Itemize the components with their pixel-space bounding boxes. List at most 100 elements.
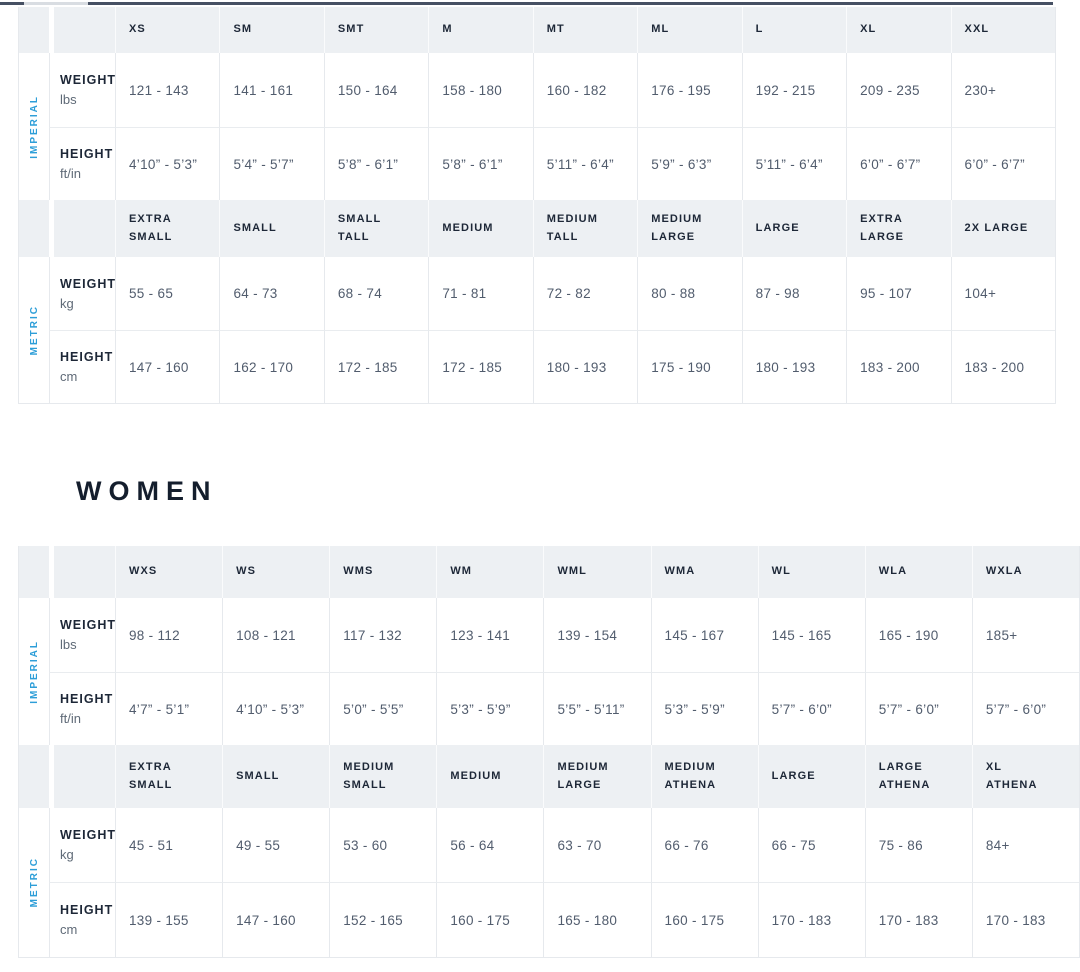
women-size-table: WXS WS WMS WM WML WMA WL WLA WXLA IMPERIAL WEIGHT l… bbox=[18, 546, 1080, 958]
size-header-label: SMALL TALL bbox=[337, 212, 382, 243]
size-header-label: EXTRA SMALL bbox=[129, 760, 173, 791]
value-cell: 5’3” - 5’9” bbox=[436, 672, 544, 745]
value-cell: 158 - 180 bbox=[428, 53, 532, 127]
value-cell: 165 - 190 bbox=[864, 598, 972, 672]
size-header-cell: XL ATHENA bbox=[971, 745, 1079, 808]
value-cell: 66 - 75 bbox=[757, 808, 865, 882]
value-cell: 45 - 51 bbox=[115, 808, 222, 882]
size-header-label: WMA bbox=[664, 565, 696, 578]
size-header-label: XL ATHENA bbox=[985, 760, 1038, 791]
value-cell: 170 - 183 bbox=[971, 882, 1079, 957]
value-cell: 147 - 160 bbox=[222, 882, 330, 957]
size-header-cell: 2X LARGE bbox=[950, 200, 1055, 257]
size-header-cell: XL bbox=[846, 7, 951, 53]
row-label-cell: HEIGHT ft/in bbox=[49, 127, 115, 200]
row-label-cell: WEIGHT lbs bbox=[49, 598, 115, 672]
size-header-label: XL bbox=[860, 23, 877, 36]
size-header-label: L bbox=[755, 23, 764, 36]
size-header-label: EXTRA SMALL bbox=[129, 212, 173, 243]
value-cell: 5’0” - 5’5” bbox=[329, 672, 437, 745]
value-cell: 5’11” - 6’4” bbox=[532, 127, 638, 200]
size-header-cell: MEDIUM bbox=[436, 745, 544, 808]
value-cell: 117 - 132 bbox=[329, 598, 436, 672]
value-cell: 63 - 70 bbox=[543, 808, 650, 882]
size-header-label: 2X LARGE bbox=[964, 221, 1029, 234]
imperial-side-label: IMPERIAL bbox=[28, 639, 40, 704]
value-cell: 64 - 73 bbox=[219, 257, 323, 330]
row-label-cell: HEIGHT cm bbox=[49, 882, 115, 957]
size-header-cell: LARGE bbox=[757, 745, 865, 808]
header-gutter-cell bbox=[19, 546, 49, 598]
size-header-label: SMALL bbox=[236, 769, 280, 782]
size-header-label: MEDIUM LARGE bbox=[557, 760, 609, 791]
value-cell: 6’0” - 6’7” bbox=[950, 127, 1055, 200]
size-header-label: M bbox=[442, 23, 453, 36]
row-label-cell: WEIGHT kg bbox=[49, 257, 115, 330]
size-header-cell: MEDIUM LARGE bbox=[543, 745, 651, 808]
size-header-cell: SMALL bbox=[219, 200, 324, 257]
value-cell: 104+ bbox=[950, 257, 1055, 330]
value-cell: 162 - 170 bbox=[219, 330, 324, 403]
size-header-cell: LARGE bbox=[741, 200, 847, 257]
size-header-cell: MEDIUM bbox=[428, 200, 533, 257]
size-header-cell: SMT bbox=[323, 7, 429, 53]
size-header-label: XXL bbox=[964, 23, 990, 36]
value-cell: 185+ bbox=[971, 598, 1079, 672]
value-cell: 84+ bbox=[971, 808, 1079, 882]
size-header-label: LARGE bbox=[755, 221, 800, 234]
size-header-cell: EXTRA SMALL bbox=[115, 745, 223, 808]
value-cell: 5’11” - 6’4” bbox=[741, 127, 847, 200]
size-header-cell: WXLA bbox=[971, 546, 1079, 598]
value-cell: 5’7” - 6’0” bbox=[971, 672, 1079, 745]
unit-label: cm bbox=[60, 922, 78, 937]
size-header-cell: WLA bbox=[864, 546, 972, 598]
unit-label: ft/in bbox=[60, 166, 81, 181]
value-cell: 4’10” - 5’3” bbox=[115, 127, 220, 200]
value-cell: 66 - 76 bbox=[650, 808, 758, 882]
size-header-cell: M bbox=[428, 7, 533, 53]
size-header-label: MEDIUM bbox=[450, 769, 502, 782]
size-header-cell: WXS bbox=[115, 546, 223, 598]
header-label-spacer-cell bbox=[49, 7, 115, 53]
metric-side-label: METRIC bbox=[28, 304, 40, 356]
size-header-cell: XS bbox=[115, 7, 220, 53]
unit-system-cell: IMPERIAL bbox=[19, 53, 49, 200]
value-cell: 160 - 175 bbox=[436, 882, 544, 957]
value-cell: 183 - 200 bbox=[950, 330, 1055, 403]
size-header-cell: MT bbox=[532, 7, 638, 53]
unit-label: kg bbox=[60, 847, 74, 862]
value-cell: 123 - 141 bbox=[436, 598, 543, 672]
size-header-label: WM bbox=[450, 565, 473, 578]
measure-label: HEIGHT bbox=[60, 692, 114, 706]
size-header-cell: SM bbox=[219, 7, 324, 53]
value-cell: 170 - 183 bbox=[864, 882, 972, 957]
value-cell: 180 - 193 bbox=[532, 330, 638, 403]
size-header-label: WL bbox=[771, 565, 791, 578]
unit-label: lbs bbox=[60, 92, 77, 107]
value-cell: 121 - 143 bbox=[115, 53, 219, 127]
header-label-spacer-cell bbox=[49, 200, 115, 257]
value-cell: 5’3” - 5’9” bbox=[650, 672, 758, 745]
header-label-spacer-cell bbox=[49, 745, 115, 808]
value-cell: 145 - 167 bbox=[650, 598, 758, 672]
size-header-cell: MEDIUM LARGE bbox=[637, 200, 742, 257]
size-header-label: ML bbox=[651, 23, 670, 36]
value-cell: 152 - 165 bbox=[329, 882, 437, 957]
value-cell: 230+ bbox=[950, 53, 1055, 127]
value-cell: 6’0” - 6’7” bbox=[846, 127, 951, 200]
size-header-label: WLA bbox=[878, 565, 908, 578]
value-cell: 71 - 81 bbox=[428, 257, 532, 330]
measure-label: WEIGHT bbox=[60, 276, 116, 291]
size-header-label: XS bbox=[129, 23, 146, 36]
size-header-label: SMALL bbox=[233, 221, 277, 234]
measure-label: WEIGHT bbox=[60, 828, 116, 842]
value-cell: 49 - 55 bbox=[222, 808, 329, 882]
value-cell: 72 - 82 bbox=[532, 257, 637, 330]
value-cell: 95 - 107 bbox=[846, 257, 950, 330]
size-header-label: MT bbox=[546, 23, 565, 36]
header-gutter-cell bbox=[19, 200, 49, 257]
size-header-cell: SMALL bbox=[222, 745, 330, 808]
value-cell: 4’10” - 5’3” bbox=[222, 672, 330, 745]
size-header-cell: WS bbox=[222, 546, 330, 598]
